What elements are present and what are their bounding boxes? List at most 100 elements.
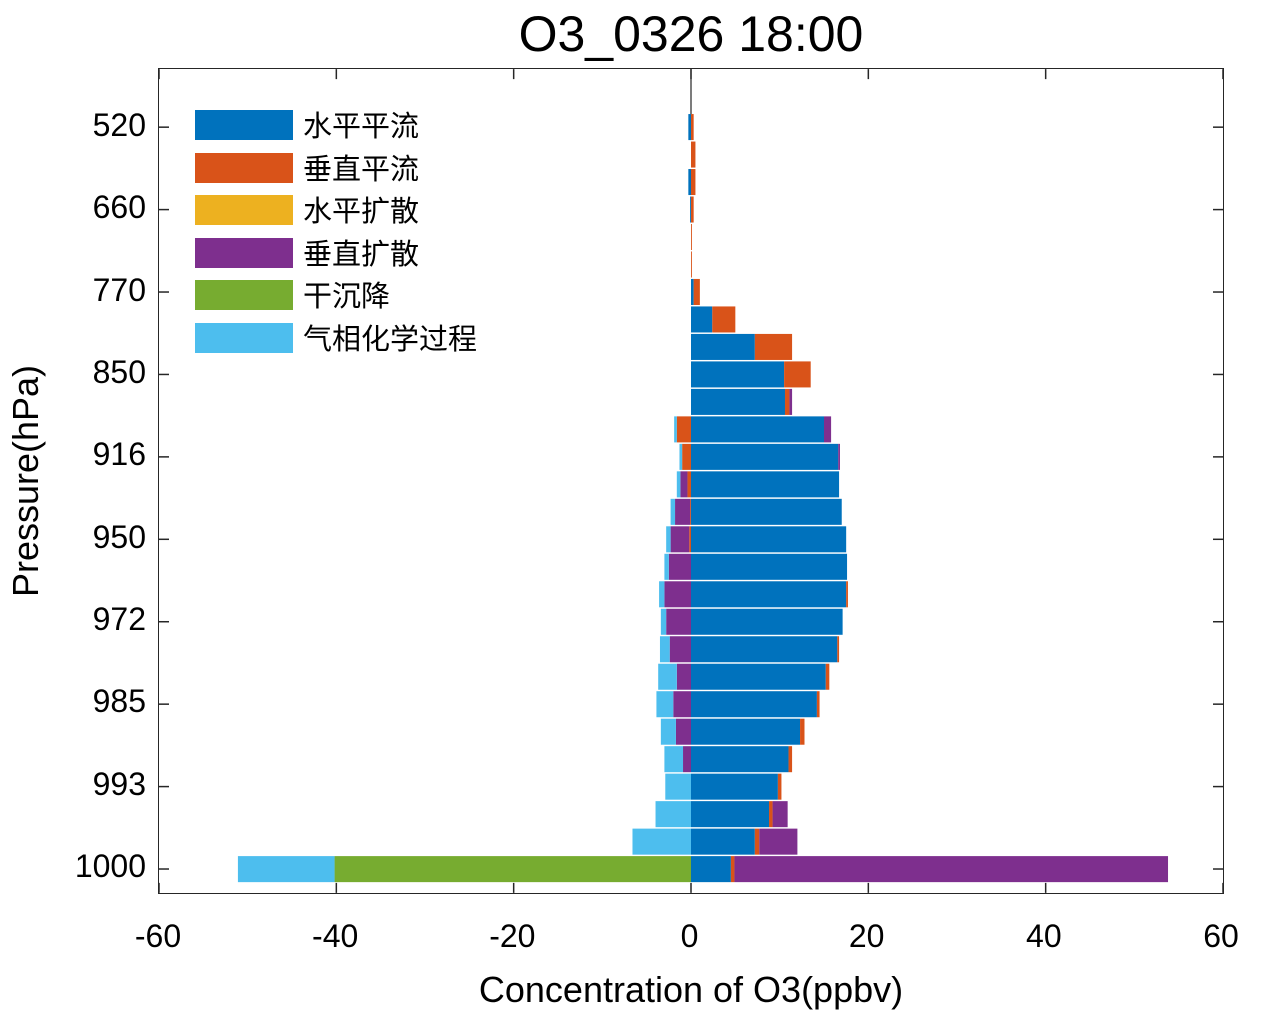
bar-segment: [691, 498, 842, 525]
legend-label: 气相化学过程: [303, 321, 478, 356]
x-tick-label: 0: [680, 918, 699, 954]
bar-segment: [691, 196, 694, 223]
bar-segment: [691, 553, 848, 580]
bar-segment: [712, 306, 736, 333]
bar-segment: [666, 608, 691, 635]
bar-segment: [691, 114, 694, 141]
x-axis-label: Concentration of O3(ppbv): [478, 969, 904, 1010]
bar-segment: [664, 581, 691, 608]
bar-segment: [676, 663, 691, 690]
bar-segment: [669, 636, 691, 663]
legend-label: 水平平流: [303, 109, 420, 143]
bar-segment: [658, 663, 677, 690]
y-tick-label: 850: [92, 354, 146, 391]
bar-segment: [784, 388, 790, 415]
bar-segment: [691, 608, 843, 635]
bar-segment: [659, 636, 670, 663]
legend-swatch: [195, 237, 293, 268]
bar-segment: [824, 416, 832, 443]
y-tick-label: 520: [92, 107, 146, 143]
bar-segment: [837, 636, 840, 663]
bar-segment: [838, 443, 840, 470]
legend-swatch: [195, 152, 293, 183]
x-tick-label: 20: [848, 918, 885, 954]
legend-label: 垂直平流: [303, 151, 420, 186]
bar-segment: [683, 746, 691, 773]
bar-segment: [655, 801, 691, 828]
bar-segment: [237, 856, 335, 883]
legend-swatch: [195, 110, 293, 140]
x-tick-label: 60: [1203, 918, 1239, 954]
bar-segment: [691, 801, 770, 828]
bar-segment: [777, 773, 782, 800]
bar-segment: [691, 141, 696, 168]
bar-segment: [730, 856, 735, 883]
bar-segment: [334, 856, 691, 883]
y-tick-label: 993: [92, 765, 146, 802]
bar-segment: [800, 718, 805, 745]
legend-label: 干沉降: [303, 279, 391, 313]
y-tick-label: 916: [92, 436, 146, 473]
bar-segment: [825, 663, 830, 690]
y-tick-label: 985: [92, 683, 146, 720]
bar-segment: [691, 691, 817, 718]
bar-segment: [784, 361, 811, 388]
bar-segment: [676, 471, 681, 498]
bar-segment: [690, 196, 691, 223]
bar-segment: [691, 581, 847, 608]
bar-segment: [754, 828, 760, 855]
bar-segment: [691, 526, 847, 553]
bar-segment: [693, 278, 700, 305]
y-tick-label: 770: [92, 271, 146, 308]
y-tick-label: 1000: [74, 848, 146, 885]
bar-segment: [691, 828, 755, 855]
bar-segment: [682, 443, 691, 470]
bar-segment: [691, 278, 694, 305]
bar-segment: [691, 416, 824, 443]
bar-segment: [665, 773, 691, 800]
legend-label: 水平扩散: [303, 194, 420, 228]
bar-segment: [846, 581, 848, 608]
bar-segment: [656, 691, 674, 718]
bar-segment: [691, 636, 838, 663]
legend-label: 垂直扩散: [303, 236, 420, 271]
bars: [237, 69, 1169, 883]
bar-segment: [676, 416, 691, 443]
bar-segment: [680, 471, 688, 498]
bar-segment: [690, 498, 691, 525]
y-tick-label: 972: [92, 601, 146, 638]
x-tick-label: -60: [134, 918, 182, 954]
bar-segment: [754, 333, 793, 360]
x-tick-label: -20: [489, 918, 536, 954]
bar-segment: [691, 333, 755, 360]
bar-segment: [691, 663, 826, 690]
bar-segment: [670, 526, 690, 553]
bar-segment: [691, 443, 839, 470]
bar-segment: [691, 856, 731, 883]
bar-segment: [772, 801, 788, 828]
bar-segment: [789, 388, 793, 415]
bar-segment: [691, 223, 692, 251]
chart-title: O3_0326 18:00: [518, 6, 864, 62]
y-tick-label: 950: [92, 518, 146, 555]
plot-area: [158, 68, 1224, 894]
bar-segment: [670, 498, 676, 525]
bar-segment: [632, 828, 691, 855]
legend-swatch: [195, 195, 293, 225]
bar-segment: [734, 856, 1169, 883]
legend-swatch: [195, 280, 293, 310]
bar-segment: [673, 691, 691, 718]
bar-segment: [689, 526, 691, 553]
bar-segment: [691, 718, 801, 745]
x-tick-label: 40: [1026, 918, 1062, 954]
bar-segment: [691, 251, 692, 278]
bar-segment: [664, 553, 669, 580]
bar-segment: [691, 169, 696, 196]
bar-segment: [659, 581, 665, 608]
bar-segment: [691, 306, 713, 333]
bar-segment: [675, 498, 691, 525]
axis-ticks: [159, 69, 1223, 893]
bar-segment: [691, 471, 840, 498]
bar-segment: [691, 773, 778, 800]
y-tick-label: 660: [92, 189, 146, 226]
